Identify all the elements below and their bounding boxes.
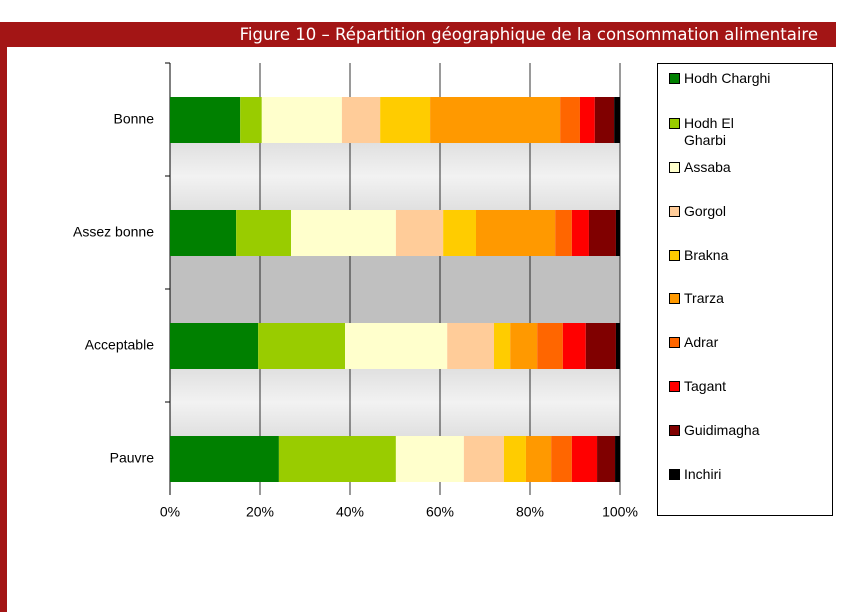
bar-segment: [395, 436, 464, 482]
bar-segment: [551, 436, 572, 482]
legend-swatch: [669, 206, 680, 217]
legend-item: Tagant: [669, 378, 776, 395]
x-tick-label: 20%: [246, 504, 274, 520]
y-tick-label: Bonne: [114, 111, 155, 127]
bar-segment: [258, 323, 346, 369]
legend-swatch: [669, 337, 680, 348]
bar-segment: [571, 436, 598, 482]
bar-segment: [560, 97, 580, 143]
legend-label: Inchiri: [684, 466, 722, 482]
legend-label: Gorgol: [684, 203, 727, 219]
legend-swatch: [669, 250, 680, 261]
plot: 0% 20% 40% 60% 80% 100% Bonne Assez bonne Accept…: [73, 62, 638, 520]
legend-label: Adrar: [684, 334, 719, 350]
x-tick-label: 0%: [160, 504, 180, 520]
x-tick-label: 40%: [336, 504, 364, 520]
bar-segment: [291, 210, 396, 256]
bar-segment: [537, 323, 563, 369]
chart-title: Figure 10 – Répartition géographique de …: [0, 22, 836, 47]
legend-label: Hodh El Gharbi: [684, 115, 734, 148]
legend-swatch: [669, 381, 680, 392]
bar-segment: [236, 210, 292, 256]
bar-segment: [476, 210, 556, 256]
bar-segment: [494, 323, 511, 369]
legend-item: Inchiri: [669, 466, 776, 483]
bar-segment: [588, 210, 616, 256]
legend-item: Gorgol: [669, 203, 776, 220]
bar-segment: [430, 97, 561, 143]
legend-label: Tagant: [684, 378, 727, 394]
bar-segment: [395, 210, 444, 256]
plot-band: [170, 256, 620, 323]
legend-item: Assaba: [669, 159, 776, 176]
legend-label: Brakna: [684, 247, 729, 263]
bar-segment: [240, 97, 262, 143]
legend-label: Assaba: [684, 159, 731, 175]
x-tick-label: 80%: [516, 504, 544, 520]
bar-segment: [562, 323, 586, 369]
plot-band: [170, 143, 620, 210]
bar-segment: [614, 97, 620, 143]
bar-segment: [571, 210, 589, 256]
bar-segment: [525, 436, 552, 482]
bar-segment: [447, 323, 494, 369]
bar-segment: [579, 97, 595, 143]
legend-item: Brakna: [669, 247, 776, 264]
bar-segment: [170, 210, 237, 256]
legend-label: Hodh Charghi: [684, 70, 771, 86]
legend: Hodh Charghi Hodh El Gharbi Assaba Gorgol Br…: [657, 63, 833, 516]
legend-item: Trarza: [669, 290, 776, 307]
y-tick-label: Pauvre: [110, 450, 155, 466]
bar-segment: [341, 97, 381, 143]
legend-label: Guidimagha: [684, 422, 760, 438]
x-tick-label: 60%: [426, 504, 454, 520]
bar-segment: [170, 436, 279, 482]
bar-segment: [261, 97, 342, 143]
legend-swatch: [669, 293, 680, 304]
bar-segment: [170, 97, 241, 143]
legend-item: Hodh El Gharbi: [669, 115, 776, 149]
bar-segment: [170, 323, 259, 369]
bar-segment: [615, 323, 620, 369]
legend-item: Adrar: [669, 334, 776, 351]
left-border: [0, 22, 7, 612]
legend-swatch: [669, 425, 680, 436]
legend-swatch: [669, 469, 680, 480]
bar-segment: [345, 323, 448, 369]
legend-item: Guidimagha: [669, 422, 776, 439]
bar-segment: [615, 210, 620, 256]
bar-segment: [503, 436, 526, 482]
bar-segment: [597, 436, 616, 482]
bar-segment: [380, 97, 431, 143]
plot-band: [170, 369, 620, 436]
bar-segment: [463, 436, 504, 482]
legend-item: Hodh Charghi: [669, 70, 776, 87]
legend-label: Trarza: [684, 290, 724, 306]
bar-segment: [594, 97, 615, 143]
y-tick-label: Acceptable: [85, 337, 154, 353]
legend-swatch: [669, 118, 680, 129]
x-tick-label: 100%: [602, 504, 638, 520]
bar-segment: [510, 323, 538, 369]
bar-segment: [555, 210, 572, 256]
bar-segment: [278, 436, 396, 482]
bar-segment: [443, 210, 476, 256]
legend-swatch: [669, 73, 680, 84]
legend-swatch: [669, 162, 680, 173]
y-tick-label: Assez bonne: [73, 224, 154, 240]
bar-segment: [615, 436, 620, 482]
bar-segment: [585, 323, 616, 369]
